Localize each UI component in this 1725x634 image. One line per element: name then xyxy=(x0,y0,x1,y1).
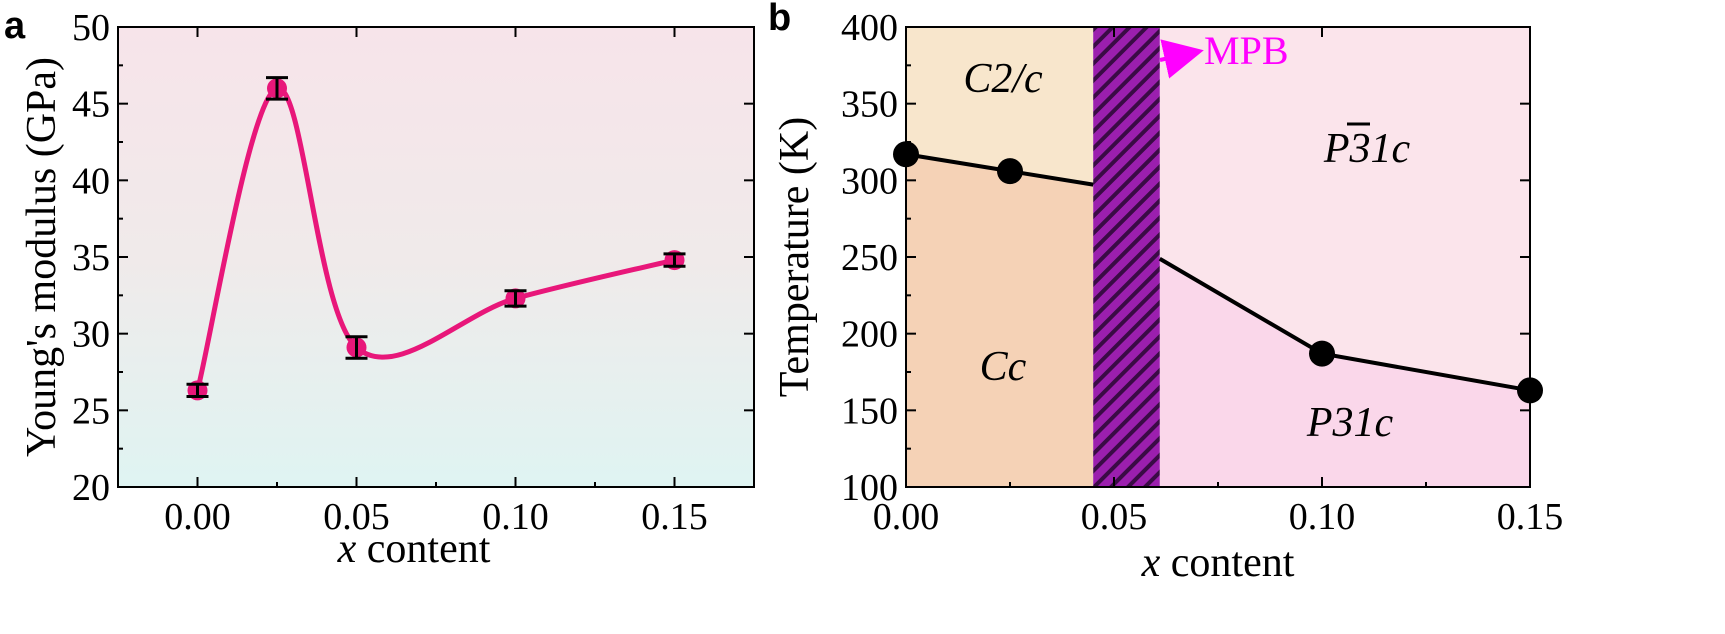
y-tick-label: 250 xyxy=(841,237,898,279)
mpb-label: MPB xyxy=(1204,28,1289,73)
data-point xyxy=(504,288,527,309)
region-c2c xyxy=(906,27,1094,185)
x-tick-label: 0.15 xyxy=(1497,496,1564,538)
panel-b-letter: b xyxy=(768,0,791,39)
y-tick-label: 30 xyxy=(72,314,110,356)
x-tick-label: 0.05 xyxy=(323,496,390,538)
y-tick-label: 45 xyxy=(72,84,110,126)
y-tick-label: 35 xyxy=(72,237,110,279)
region-p31c xyxy=(1159,258,1530,487)
data-point xyxy=(266,76,288,101)
panel-b-x-axis-title: x content xyxy=(1141,540,1295,586)
panel-a-y-axis-title: Young's modulus (GPa) xyxy=(19,57,65,457)
y-tick-label: 200 xyxy=(841,314,898,356)
panel-b-ticks: 0.00 0.05 0.10 0.15 100 150 200 250 300 350 400 xyxy=(841,7,1563,538)
panel-a-series xyxy=(186,76,686,401)
data-point xyxy=(663,250,686,271)
x-tick-label: 0.15 xyxy=(641,496,708,538)
panel-a-x-axis-rest: content xyxy=(356,526,490,572)
mpb-arrow xyxy=(1159,39,1204,79)
panel-a-letter: a xyxy=(4,5,26,47)
y-tick-label: 25 xyxy=(72,390,110,432)
panel-a: a 0.00 0.05 0.10 0.15 20 25 30 35 40 45 50 Young's… xyxy=(4,5,755,572)
panel-a-plot-area xyxy=(118,27,754,487)
transition-point xyxy=(1309,340,1335,367)
panel-b: b 0.00 0.05 0.10 0.15100150200250300350400 … xyxy=(768,0,1563,586)
region-cc xyxy=(906,154,1094,487)
panel-b-phase-regions xyxy=(906,27,1530,487)
region-label-p31c: P31c xyxy=(1306,400,1394,446)
panel-b-y-axis-title: Temperature (K) xyxy=(772,117,818,397)
transition-point xyxy=(997,158,1023,185)
y-tick-label: 20 xyxy=(72,467,110,509)
region-label-p-3bar-1c: P31c xyxy=(1323,126,1411,172)
x-tick-label: 0.05 xyxy=(1081,496,1148,538)
panel-b-series xyxy=(893,141,1543,404)
youngs-modulus-curve xyxy=(195,85,676,392)
region-label-cc: Cc xyxy=(980,344,1027,390)
x-tick-label: 0.00 xyxy=(164,496,231,538)
x-tick-label: 0.10 xyxy=(482,496,549,538)
y-tick-label: 350 xyxy=(841,84,898,126)
region-label-c2c: C2/c xyxy=(963,56,1043,102)
panel-a-ticks: 0.00 0.05 0.10 0.15 20 25 30 35 40 45 50 xyxy=(72,7,754,538)
panel-a-x-axis-var: x xyxy=(337,526,357,572)
y-tick-label: 50 xyxy=(72,7,110,49)
data-point xyxy=(345,335,368,360)
panel-b-x-axis-var: x xyxy=(1141,540,1161,586)
data-point xyxy=(186,380,209,401)
panel-a-x-axis-title: x content xyxy=(337,526,491,572)
x-tick-label: 0.00 xyxy=(873,496,940,538)
y-tick-label: 100 xyxy=(841,467,898,509)
y-tick-label: 40 xyxy=(72,160,110,202)
y-tick-label: 400 xyxy=(841,7,898,49)
mpb-band xyxy=(1093,27,1160,487)
y-tick-label: 300 xyxy=(841,160,898,202)
panel-b-x-axis-rest: content xyxy=(1160,540,1294,586)
y-tick-label: 150 xyxy=(841,390,898,432)
x-tick-label: 0.10 xyxy=(1289,496,1356,538)
region-p-3bar-1c xyxy=(1159,27,1530,391)
